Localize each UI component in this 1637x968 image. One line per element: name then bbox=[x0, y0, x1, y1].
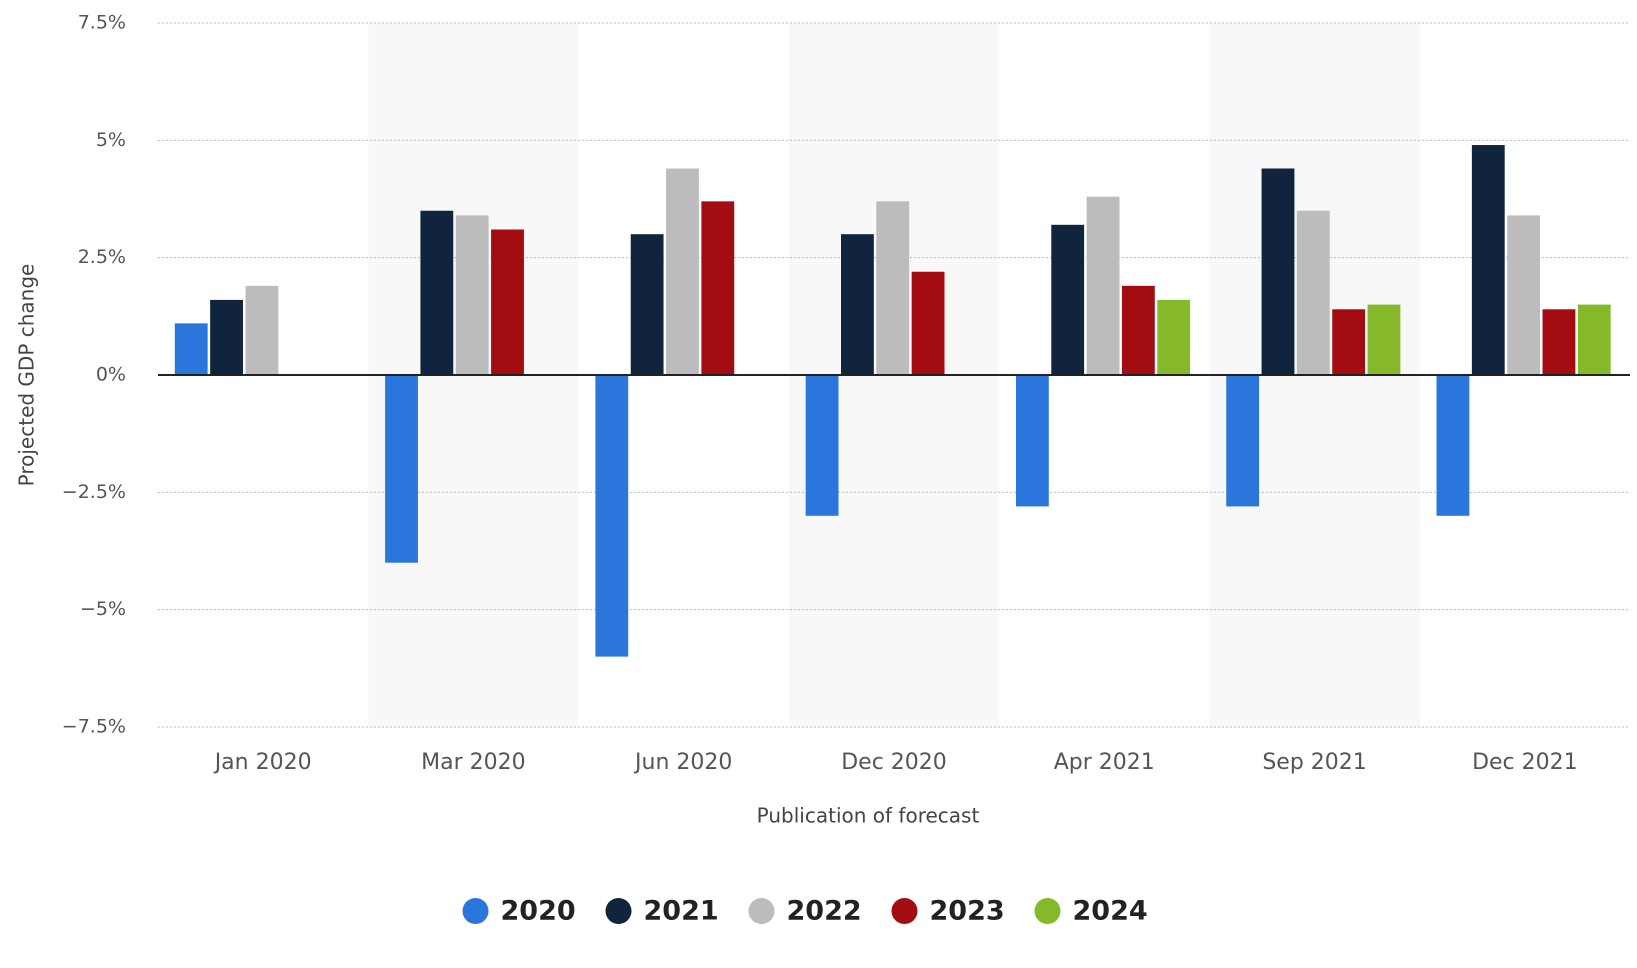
bar bbox=[805, 375, 839, 516]
bar bbox=[1471, 145, 1505, 375]
bar bbox=[245, 285, 279, 375]
x-tick-label: Sep 2021 bbox=[1262, 750, 1366, 775]
legend-label: 2024 bbox=[1073, 896, 1148, 927]
y-tick-label: 5% bbox=[96, 129, 126, 151]
bar bbox=[1332, 309, 1366, 375]
bar bbox=[455, 215, 489, 375]
bar bbox=[1577, 304, 1611, 375]
legend-marker bbox=[891, 898, 918, 924]
bar bbox=[1121, 285, 1155, 375]
legend-marker bbox=[462, 898, 489, 924]
bar bbox=[1086, 196, 1120, 375]
legend-label: 2020 bbox=[501, 896, 576, 927]
bar bbox=[841, 234, 874, 375]
legend-label: 2022 bbox=[787, 896, 862, 927]
bar bbox=[1051, 224, 1085, 375]
bar bbox=[666, 168, 699, 375]
y-tick-label: 0% bbox=[96, 364, 126, 386]
bar bbox=[1261, 168, 1295, 375]
legend-label: 2021 bbox=[644, 896, 719, 927]
bar bbox=[174, 323, 208, 375]
legend-marker bbox=[605, 898, 632, 924]
bar bbox=[420, 210, 454, 375]
bar bbox=[1367, 304, 1401, 375]
bar bbox=[385, 375, 418, 563]
bar bbox=[1226, 375, 1260, 507]
bar bbox=[1015, 375, 1049, 507]
bar bbox=[1436, 375, 1470, 516]
y-tick-label: −2.5% bbox=[62, 481, 126, 503]
bar bbox=[1296, 210, 1330, 375]
bar bbox=[1542, 309, 1576, 375]
y-axis-title: Projected GDP change bbox=[15, 264, 39, 487]
y-tick-label: −7.5% bbox=[62, 716, 126, 738]
y-tick-label: 7.5% bbox=[78, 12, 126, 34]
bar bbox=[911, 271, 945, 375]
x-tick-label: Apr 2021 bbox=[1054, 750, 1155, 775]
x-tick-label: Jun 2020 bbox=[633, 750, 732, 775]
bar bbox=[595, 375, 629, 657]
bar bbox=[210, 299, 243, 375]
bar bbox=[1157, 299, 1191, 375]
bar bbox=[876, 201, 910, 375]
bar bbox=[1507, 215, 1541, 375]
legend-marker bbox=[1034, 898, 1061, 924]
x-tick-label: Dec 2020 bbox=[841, 750, 947, 775]
x-axis-title: Publication of forecast bbox=[757, 804, 980, 828]
legend-label: 2023 bbox=[930, 896, 1005, 927]
y-tick-label: 2.5% bbox=[78, 246, 126, 268]
y-tick-label: −5% bbox=[80, 598, 126, 620]
x-tick-label: Dec 2021 bbox=[1472, 750, 1578, 775]
x-tick-label: Mar 2020 bbox=[421, 750, 526, 775]
bar bbox=[630, 234, 664, 375]
legend-marker bbox=[748, 898, 775, 924]
bar bbox=[701, 201, 735, 375]
x-tick-label: Jan 2020 bbox=[213, 750, 312, 775]
bar bbox=[491, 229, 524, 375]
